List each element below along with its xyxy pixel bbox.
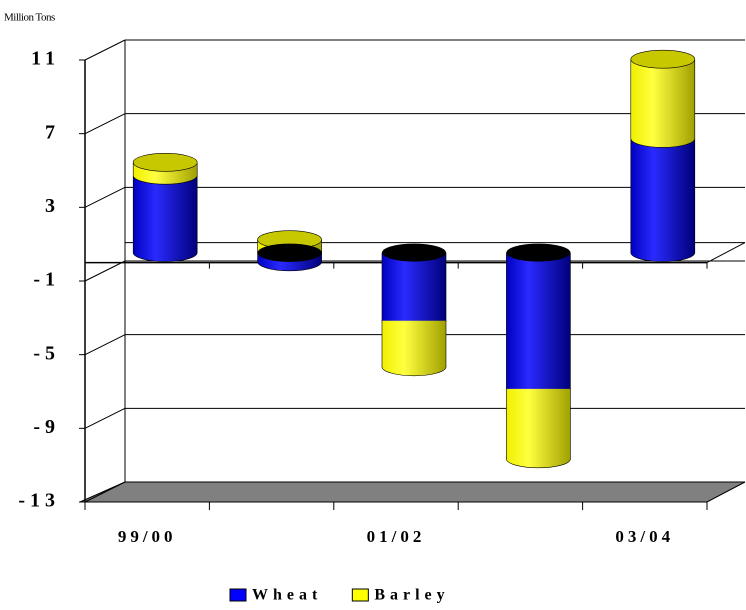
legend-label: Barley — [374, 587, 449, 604]
grid-line — [84, 334, 126, 356]
y-tick-label: 7 — [45, 121, 60, 143]
x-tick-label: 03/04 — [615, 527, 674, 546]
y-tick-label: -9 — [33, 416, 60, 438]
y-tick-label: -1 — [33, 269, 60, 291]
legend-label: Wheat — [252, 587, 322, 604]
bar — [382, 252, 446, 321]
y-axis-label: Million Tons — [4, 12, 55, 24]
y-tick-label: 3 — [45, 195, 60, 217]
cylinder-top — [382, 243, 446, 262]
x-tick-label: 01/02 — [367, 527, 426, 546]
bar — [506, 388, 571, 459]
cylinder-top — [257, 243, 322, 262]
legend-swatch — [351, 588, 369, 602]
y-tick-label: -5 — [33, 342, 60, 364]
bar — [382, 320, 446, 367]
x-axis-depth — [706, 242, 746, 264]
grid-line — [84, 113, 126, 135]
cylinder-top — [132, 153, 198, 172]
grid-line — [84, 407, 126, 429]
bar — [630, 59, 695, 139]
cylinder-top — [506, 243, 571, 262]
y-tick-label: 11 — [31, 48, 60, 70]
y-tick-label: -13 — [18, 490, 60, 512]
bar — [630, 138, 695, 253]
floor — [79, 481, 746, 503]
x-tick-label: 99/00 — [118, 527, 177, 546]
grid-line — [84, 186, 126, 208]
bar — [506, 252, 571, 389]
grid-line — [84, 481, 126, 503]
legend-swatch — [229, 588, 247, 602]
grid-line — [84, 260, 126, 282]
bar — [133, 175, 198, 253]
cylinder-top — [630, 49, 696, 69]
grid-line — [84, 39, 126, 61]
